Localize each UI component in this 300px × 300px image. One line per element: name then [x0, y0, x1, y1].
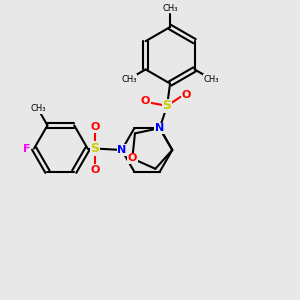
Text: N: N [155, 123, 164, 133]
Text: S: S [91, 142, 100, 155]
Text: O: O [90, 165, 100, 175]
Text: O: O [90, 122, 100, 132]
Text: F: F [23, 143, 30, 154]
Text: CH₃: CH₃ [162, 4, 178, 13]
Text: CH₃: CH₃ [30, 104, 46, 113]
Text: O: O [128, 154, 137, 164]
Text: O: O [141, 96, 150, 106]
Text: N: N [117, 145, 126, 155]
Text: CH₃: CH₃ [203, 75, 219, 84]
Text: O: O [181, 90, 190, 100]
Text: CH₃: CH₃ [121, 75, 136, 84]
Text: S: S [163, 99, 172, 112]
